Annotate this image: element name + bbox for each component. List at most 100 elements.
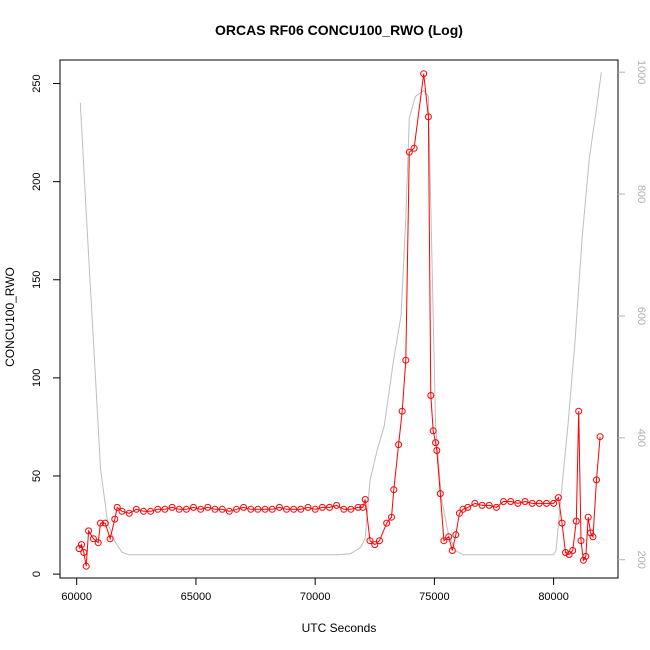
data-point [440,537,448,545]
data-point [125,509,133,517]
data-point [471,499,479,507]
data-point [514,499,522,507]
data-point [455,509,463,517]
data-point [569,547,577,554]
data-point [261,505,269,513]
data-point [304,503,312,511]
data-point [565,551,573,558]
data-point [80,549,88,556]
data-point [582,552,590,560]
data-point [361,496,369,503]
data-point [521,498,529,505]
data-point [354,503,362,511]
y2-tick-label: 800 [635,185,647,203]
x-axis-label: UTC Seconds [302,621,377,635]
data-point [572,517,580,525]
data-point [132,505,140,513]
data-point [543,499,550,507]
data-point [433,447,441,454]
data-point [275,503,283,511]
x-tick-label: 75000 [419,591,450,603]
data-point [558,519,566,527]
y2-tick-label: 600 [635,307,647,325]
data-point [452,531,460,539]
y2-tick-label: 200 [635,551,647,569]
data-point [97,519,104,527]
series-secondary-line [79,72,602,556]
chart-title: ORCAS RF06 CONCU100_RWO (Log) [215,22,463,38]
data-point [464,503,472,511]
data-point [204,503,212,511]
data-point [535,499,543,507]
data-point [596,433,604,441]
data-point [366,537,374,545]
data-point [550,499,558,507]
data-point [448,547,456,554]
data-point [197,505,205,513]
data-point [154,505,162,513]
data-point [371,541,379,549]
data-point [492,503,500,511]
data-point [347,505,355,513]
data-point [318,503,326,511]
data-point [233,505,240,513]
data-point [182,505,190,513]
data-point [390,486,398,494]
data-point [405,148,413,156]
data-point [89,535,97,543]
y-axis-label: CONCU100_RWO [3,267,17,367]
y2-tick-label: 400 [635,429,647,447]
x-tick-label: 70000 [300,591,331,603]
data-point [359,503,367,511]
data-point [161,505,169,513]
data-point [118,507,126,515]
data-point [168,503,176,511]
data-point [247,505,255,513]
data-point [254,505,262,513]
data-point [311,505,319,513]
data-point [593,476,600,484]
data-point [190,503,197,511]
data-point [268,505,276,513]
data-point [82,562,90,570]
plot-area: 60000 65000 70000 75000 80000 0 50 100 150 200 250… [31,59,647,603]
x-tick-label: 60000 [61,591,92,603]
data-point [85,527,93,535]
data-point [78,541,85,549]
data-point [436,490,444,498]
data-point [427,392,435,399]
data-point [113,503,121,511]
y-tick-label: 100 [31,369,43,387]
data-point [432,439,440,447]
data-point [175,505,183,513]
y-tick-label: 150 [31,271,43,289]
data-point [485,501,493,509]
data-point [398,407,406,415]
data-point [383,519,391,527]
y-tick-label: 0 [31,571,43,577]
data-point [575,407,583,415]
data-point [420,70,428,78]
data-point [445,533,453,541]
data-point [240,503,248,511]
data-point [395,441,403,449]
data-point [225,507,233,515]
data-point [376,537,383,545]
data-point [283,505,290,513]
data-point [333,501,341,509]
data-point [94,539,102,547]
x-tick-label: 65000 [181,591,212,603]
data-point [297,505,305,513]
data-point [388,513,395,521]
data-point [218,505,226,513]
data-point [147,507,155,515]
data-point [528,499,536,507]
data-point [106,535,114,543]
data-point [507,498,515,505]
plot-frame [59,59,619,579]
data-point [140,507,147,515]
data-point [111,515,119,523]
series-primary-line [78,73,601,567]
data-point [562,549,569,556]
y-tick-label: 250 [31,74,43,92]
